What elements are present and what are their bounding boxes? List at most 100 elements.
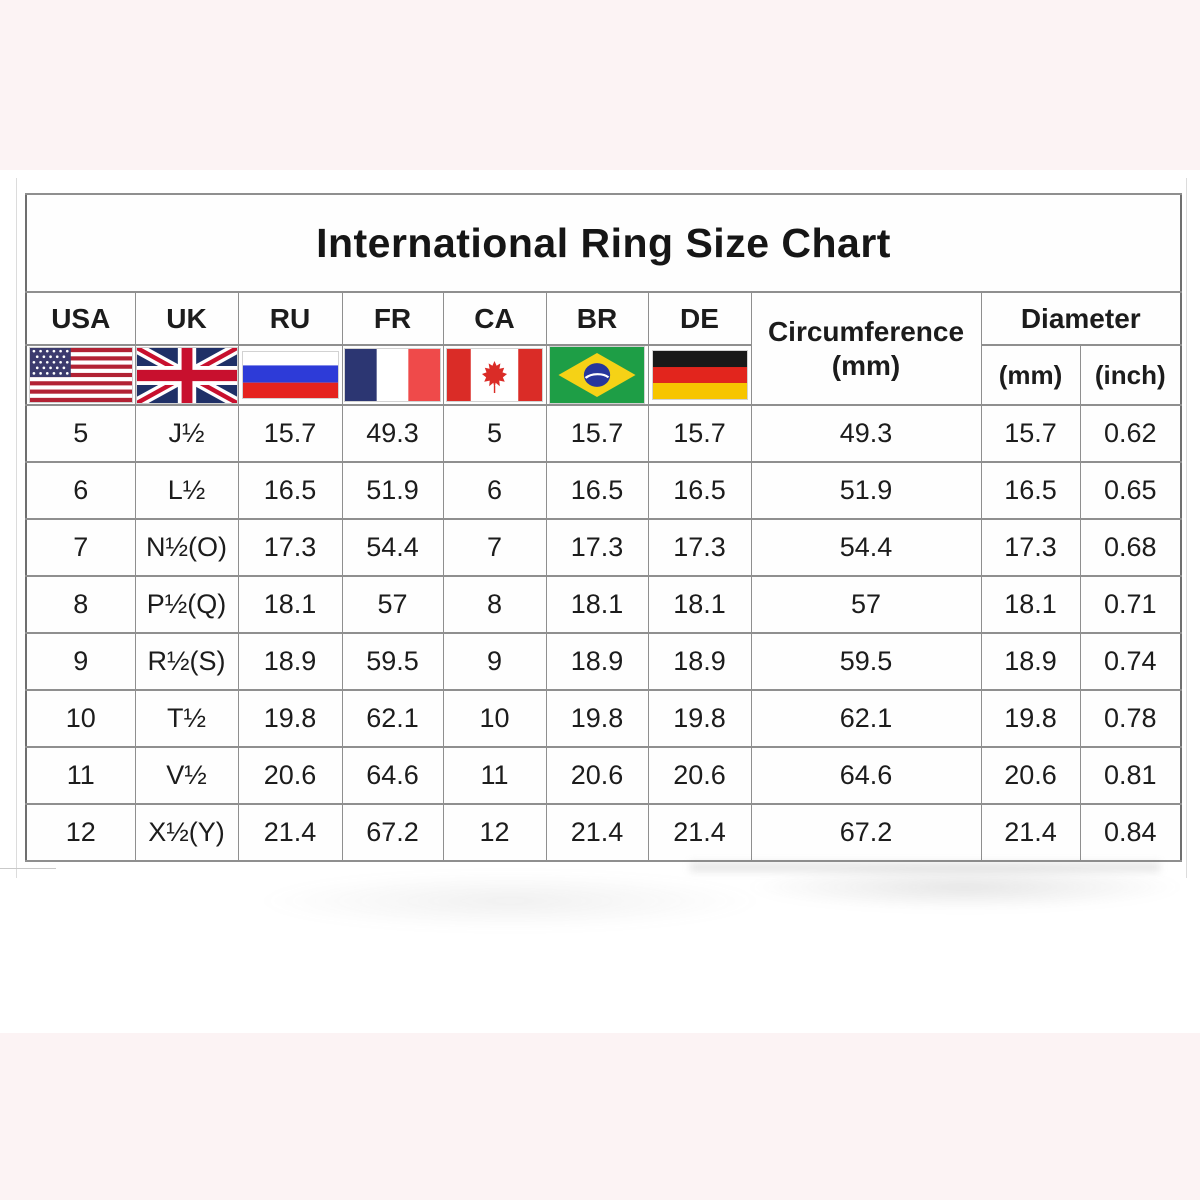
cell-uk: J½	[134, 404, 239, 463]
cell-de: 15.7	[647, 404, 752, 463]
cell-ca: 10	[442, 689, 547, 748]
title-cell: International Ring Size Chart	[25, 193, 1182, 293]
ru-flag-icon	[242, 352, 338, 398]
cell-de: 19.8	[647, 689, 752, 748]
fr-flag-icon	[345, 349, 440, 401]
cell-br: 16.5	[545, 461, 649, 520]
ca-flag-icon	[447, 349, 542, 401]
uk-flag-cell	[134, 344, 239, 406]
cell-uk: L½	[134, 461, 239, 520]
cell-circumference-mm: 57	[750, 575, 982, 634]
table-row: 10 T½ 19.8 62.1 10 19.8 19.8 62.1 19.8 0…	[25, 689, 1182, 748]
cell-uk: V½	[134, 746, 239, 805]
cell-diameter-mm: 20.6	[980, 746, 1081, 805]
photo-edge-left	[16, 178, 17, 878]
cell-ca: 11	[442, 746, 547, 805]
cell-usa: 9	[25, 632, 136, 691]
table-row: 6 L½ 16.5 51.9 6 16.5 16.5 51.9 16.5 0.6…	[25, 461, 1182, 520]
cell-diameter-mm: 18.1	[980, 575, 1081, 634]
table-row: 5 J½ 15.7 49.3 5 15.7 15.7 49.3 15.7 0.6…	[25, 404, 1182, 463]
cell-de: 18.9	[647, 632, 752, 691]
cell-ru: 16.5	[237, 461, 343, 520]
cell-ca: 6	[442, 461, 547, 520]
photo-edge-bottom	[0, 868, 56, 869]
cell-ru: 15.7	[237, 404, 343, 463]
cell-br: 19.8	[545, 689, 649, 748]
column-header-de: DE	[647, 291, 752, 346]
usa-flag-icon	[29, 348, 132, 402]
column-header-diameter-mm: (mm)	[980, 344, 1081, 406]
cell-fr: 54.4	[341, 518, 444, 577]
cell-circumference-mm: 64.6	[750, 746, 982, 805]
cell-diameter-mm: 19.8	[980, 689, 1081, 748]
de-flag-icon	[652, 351, 747, 399]
cell-usa: 10	[25, 689, 136, 748]
ru-flag-cell	[237, 344, 343, 406]
column-header-fr: FR	[341, 291, 444, 346]
column-header-ru: RU	[237, 291, 343, 346]
cell-diameter-inch: 0.74	[1079, 632, 1182, 691]
cell-de: 18.1	[647, 575, 752, 634]
cell-ca: 5	[442, 404, 547, 463]
ring-size-table: International Ring Size Chart USA UK RU …	[25, 193, 1183, 862]
cell-ru: 18.9	[237, 632, 343, 691]
circumference-unit: (mm)	[831, 349, 901, 381]
cell-usa: 12	[25, 803, 136, 862]
br-flag-icon	[550, 347, 644, 403]
table-row: 11 V½ 20.6 64.6 11 20.6 20.6 64.6 20.6 0…	[25, 746, 1182, 805]
page-title: International Ring Size Chart	[316, 219, 891, 266]
cell-br: 18.1	[545, 575, 649, 634]
cell-fr: 59.5	[341, 632, 444, 691]
cell-circumference-mm: 67.2	[750, 803, 982, 862]
cell-de: 20.6	[647, 746, 752, 805]
cell-br: 21.4	[545, 803, 649, 862]
ca-flag-cell	[442, 344, 547, 406]
cell-circumference-mm: 54.4	[750, 518, 982, 577]
title-row: International Ring Size Chart	[25, 193, 1182, 293]
photo-shadow	[750, 864, 1180, 910]
table-row: 9 R½(S) 18.9 59.5 9 18.9 18.9 59.5 18.9 …	[25, 632, 1182, 691]
cell-diameter-mm: 21.4	[980, 803, 1081, 862]
cell-diameter-inch: 0.81	[1079, 746, 1182, 805]
cell-br: 20.6	[545, 746, 649, 805]
cell-de: 16.5	[647, 461, 752, 520]
cell-uk: X½(Y)	[134, 803, 239, 862]
cell-uk: R½(S)	[134, 632, 239, 691]
cell-de: 17.3	[647, 518, 752, 577]
cell-circumference-mm: 59.5	[750, 632, 982, 691]
cell-circumference-mm: 49.3	[750, 404, 982, 463]
cell-de: 21.4	[647, 803, 752, 862]
cell-ca: 7	[442, 518, 547, 577]
cell-ca: 9	[442, 632, 547, 691]
column-header-uk: UK	[134, 291, 239, 346]
photo-shadow	[690, 862, 1160, 872]
cell-usa: 6	[25, 461, 136, 520]
cell-diameter-mm: 18.9	[980, 632, 1081, 691]
cell-ca: 12	[442, 803, 547, 862]
cell-ru: 18.1	[237, 575, 343, 634]
flag-row: (mm) (inch)	[25, 344, 1182, 406]
cell-ru: 19.8	[237, 689, 343, 748]
cell-fr: 64.6	[341, 746, 444, 805]
cell-diameter-inch: 0.71	[1079, 575, 1182, 634]
cell-fr: 67.2	[341, 803, 444, 862]
column-header-diameter: Diameter	[980, 291, 1182, 346]
chart-image-panel: International Ring Size Chart USA UK RU …	[0, 170, 1200, 1033]
cell-usa: 5	[25, 404, 136, 463]
cell-ru: 21.4	[237, 803, 343, 862]
cell-uk: T½	[134, 689, 239, 748]
circumference-label: Circumference	[767, 315, 965, 347]
country-header-row: USA UK RU FR CA BR DE Circumference (mm)…	[25, 291, 1182, 406]
usa-flag-cell	[25, 344, 136, 406]
cell-usa: 7	[25, 518, 136, 577]
cell-br: 17.3	[545, 518, 649, 577]
fr-flag-cell	[341, 344, 444, 406]
column-header-br: BR	[545, 291, 649, 346]
cell-fr: 62.1	[341, 689, 444, 748]
column-header-diameter-inch: (inch)	[1079, 344, 1182, 406]
cell-uk: N½(O)	[134, 518, 239, 577]
photo-shadow	[255, 872, 765, 930]
br-flag-cell	[545, 344, 649, 406]
cell-circumference-mm: 62.1	[750, 689, 982, 748]
